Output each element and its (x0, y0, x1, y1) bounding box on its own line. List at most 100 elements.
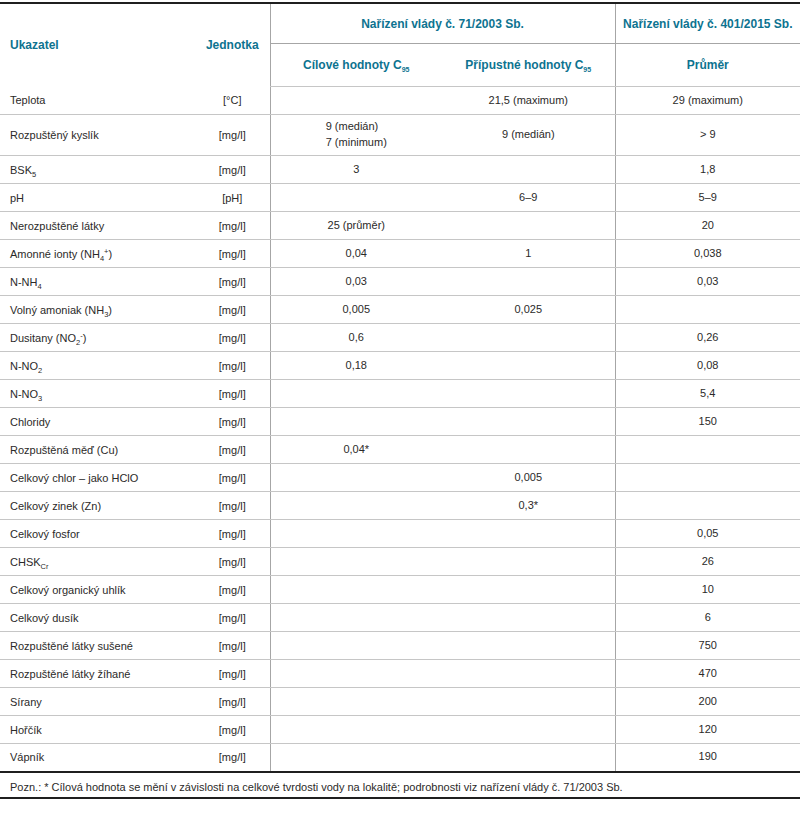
table-body: Teplota [°C] 21,5 (maximum) 29 (maximum)… (0, 87, 800, 772)
target-value-cell (270, 744, 442, 772)
header-prumer: Průměr (615, 44, 800, 87)
indicator-cell: Sírany (0, 688, 195, 716)
allowed-value-cell (442, 520, 615, 548)
unit-cell: [mg/l] (195, 744, 270, 772)
average-value-cell: 0,03 (615, 268, 800, 296)
average-value-cell: 1,8 (615, 156, 800, 184)
table-row: Sírany [mg/l] 200 (0, 688, 800, 716)
allowed-value-cell (442, 744, 615, 772)
allowed-value-cell (442, 212, 615, 240)
average-value-cell: 0,05 (615, 520, 800, 548)
target-value-cell (270, 548, 442, 576)
unit-cell: [mg/l] (195, 156, 270, 184)
target-value-cell (270, 632, 442, 660)
indicator-cell: BSK5 (0, 156, 195, 184)
unit-cell: [mg/l] (195, 520, 270, 548)
table-row: Teplota [°C] 21,5 (maximum) 29 (maximum) (0, 87, 800, 115)
allowed-value-cell (442, 688, 615, 716)
target-value-cell: 0,6 (270, 324, 442, 352)
cilove-hodnoty-label: Cílové hodnoty C (303, 58, 402, 72)
c95-subscript: 95 (583, 66, 591, 73)
target-value-cell: 9 (medián) 7 (minimum) (270, 115, 442, 156)
unit-cell: [mg/l] (195, 268, 270, 296)
table-row: pH [pH] 6–9 5–9 (0, 184, 800, 212)
allowed-value-cell: 0,3* (442, 492, 615, 520)
average-value-cell: 0,038 (615, 240, 800, 268)
indicator-label: pH (10, 192, 24, 204)
average-value-cell: 29 (maximum) (615, 87, 800, 115)
average-value-cell: 20 (615, 212, 800, 240)
allowed-value-cell (442, 576, 615, 604)
unit-cell: [mg/l] (195, 240, 270, 268)
unit-cell: [mg/l] (195, 604, 270, 632)
header-jednotka: Jednotka (195, 3, 270, 87)
indicator-label: BSK5 (10, 164, 36, 176)
average-value-cell: 150 (615, 408, 800, 436)
average-value-cell: 26 (615, 548, 800, 576)
table-row: Rozpuštěné látky sušené [mg/l] 750 (0, 632, 800, 660)
target-value-cell (270, 520, 442, 548)
indicator-cell: Celkový fosfor (0, 520, 195, 548)
table-row: Celkový organický uhlík [mg/l] 10 (0, 576, 800, 604)
table-row: BSK5 [mg/l] 3 1,8 (0, 156, 800, 184)
unit-cell: [mg/l] (195, 212, 270, 240)
target-value-cell (270, 184, 442, 212)
indicator-cell: Celkový organický uhlík (0, 576, 195, 604)
header-pripustne-hodnoty: Přípustné hodnoty C95 (442, 44, 615, 87)
indicator-label: Celkový dusík (10, 612, 78, 624)
average-value-cell (615, 296, 800, 324)
target-value-cell: 0,04 (270, 240, 442, 268)
unit-cell: [mg/l] (195, 576, 270, 604)
indicator-label: CHSKCr (10, 556, 48, 568)
allowed-value-cell (442, 436, 615, 464)
indicator-label: Celkový fosfor (10, 528, 80, 540)
table-row: Rozpuštěná měď (Cu) [mg/l] 0,04* (0, 436, 800, 464)
indicator-cell: Vápník (0, 744, 195, 772)
indicator-label: N-NO2 (10, 360, 42, 372)
allowed-value-cell (442, 660, 615, 688)
table-row: Rozpuštěný kyslík [mg/l] 9 (medián) 7 (m… (0, 115, 800, 156)
target-value-cell (270, 716, 442, 744)
average-value-cell: 120 (615, 716, 800, 744)
allowed-value-cell (442, 632, 615, 660)
indicator-cell: Rozpuštěné látky sušené (0, 632, 195, 660)
indicator-cell: Teplota (0, 87, 195, 115)
indicator-label: Rozpuštěný kyslík (10, 129, 99, 141)
indicator-cell: Nerozpuštěné látky (0, 212, 195, 240)
target-value-cell: 0,04* (270, 436, 442, 464)
allowed-value-cell (442, 352, 615, 380)
target-value-cell (270, 604, 442, 632)
table-row: Celkový dusík [mg/l] 6 (0, 604, 800, 632)
average-value-cell: > 9 (615, 115, 800, 156)
indicator-cell: pH (0, 184, 195, 212)
target-value-cell (270, 380, 442, 408)
allowed-value-cell: 0,005 (442, 464, 615, 492)
indicator-label: Rozpuštěné látky žíhané (10, 668, 130, 680)
target-value-cell: 0,005 (270, 296, 442, 324)
indicator-cell: Chloridy (0, 408, 195, 436)
indicator-label: Chloridy (10, 416, 50, 428)
indicator-label: Teplota (10, 94, 45, 106)
target-value-cell: 3 (270, 156, 442, 184)
table-row: Amonné ionty (NH4+) [mg/l] 0,04 1 0,038 (0, 240, 800, 268)
allowed-value-cell: 9 (medián) (442, 115, 615, 156)
indicator-cell: Celkový chlor – jako HClO (0, 464, 195, 492)
indicator-label: Amonné ionty (NH4+) (10, 248, 112, 260)
unit-cell: [°C] (195, 87, 270, 115)
average-value-cell: 190 (615, 744, 800, 772)
target-value-cell (270, 660, 442, 688)
indicator-label: Celkový chlor – jako HClO (10, 472, 138, 484)
indicator-label: Celkový zinek (Zn) (10, 500, 101, 512)
average-value-cell: 10 (615, 576, 800, 604)
allowed-value-cell (442, 156, 615, 184)
water-quality-comparison-page: Ukazatel Jednotka Nařízení vlády č. 71/2… (0, 0, 800, 820)
unit-cell: [mg/l] (195, 464, 270, 492)
average-value-cell: 5–9 (615, 184, 800, 212)
target-value-cell: 0,18 (270, 352, 442, 380)
indicator-label: N-NH4 (10, 276, 42, 288)
indicator-label: Dusitany (NO2-) (10, 332, 86, 344)
average-value-cell: 6 (615, 604, 800, 632)
indicator-cell: Celkový dusík (0, 604, 195, 632)
unit-cell: [mg/l] (195, 660, 270, 688)
indicator-cell: Volný amoniak (NH3) (0, 296, 195, 324)
